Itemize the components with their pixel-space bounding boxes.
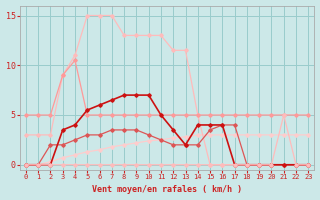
X-axis label: Vent moyen/en rafales ( km/h ): Vent moyen/en rafales ( km/h ): [92, 185, 242, 194]
